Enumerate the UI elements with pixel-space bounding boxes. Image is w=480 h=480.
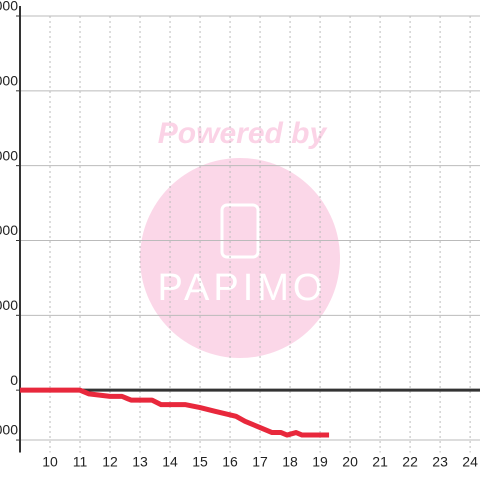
x-tick-label: 16 <box>222 454 238 470</box>
x-tick-label: 12 <box>102 454 118 470</box>
y-tick-label: -20,000 <box>0 422 18 438</box>
x-tick-label: 23 <box>432 454 448 470</box>
watermark-text: Powered by <box>158 117 328 150</box>
x-tick-label: 21 <box>372 454 388 470</box>
x-tick-label: 22 <box>402 454 418 470</box>
x-tick-label: 17 <box>252 454 268 470</box>
watermark-icon <box>220 203 260 259</box>
y-tick-label: 90,000 <box>0 147 18 163</box>
x-tick-label: 11 <box>73 454 88 470</box>
y-tick-label: 150,000 <box>0 0 18 14</box>
x-tick-label: 10 <box>42 454 58 470</box>
x-tick-label: 18 <box>282 454 298 470</box>
y-tick-label: 60,000 <box>0 222 18 238</box>
data-line <box>20 387 330 438</box>
y-tick-label: 120,000 <box>0 73 18 89</box>
x-tick-label: 19 <box>312 454 328 470</box>
watermark-text: PAPIMO <box>158 267 327 309</box>
x-tick-label: 13 <box>132 454 148 470</box>
x-tick-label: 15 <box>192 454 208 470</box>
x-tick-label: 24 <box>462 454 478 470</box>
x-tick-label: 20 <box>342 454 358 470</box>
y-tick-label: 0 <box>10 372 18 388</box>
y-tick-label: 30,000 <box>0 297 18 313</box>
x-tick-label: 14 <box>162 454 178 470</box>
